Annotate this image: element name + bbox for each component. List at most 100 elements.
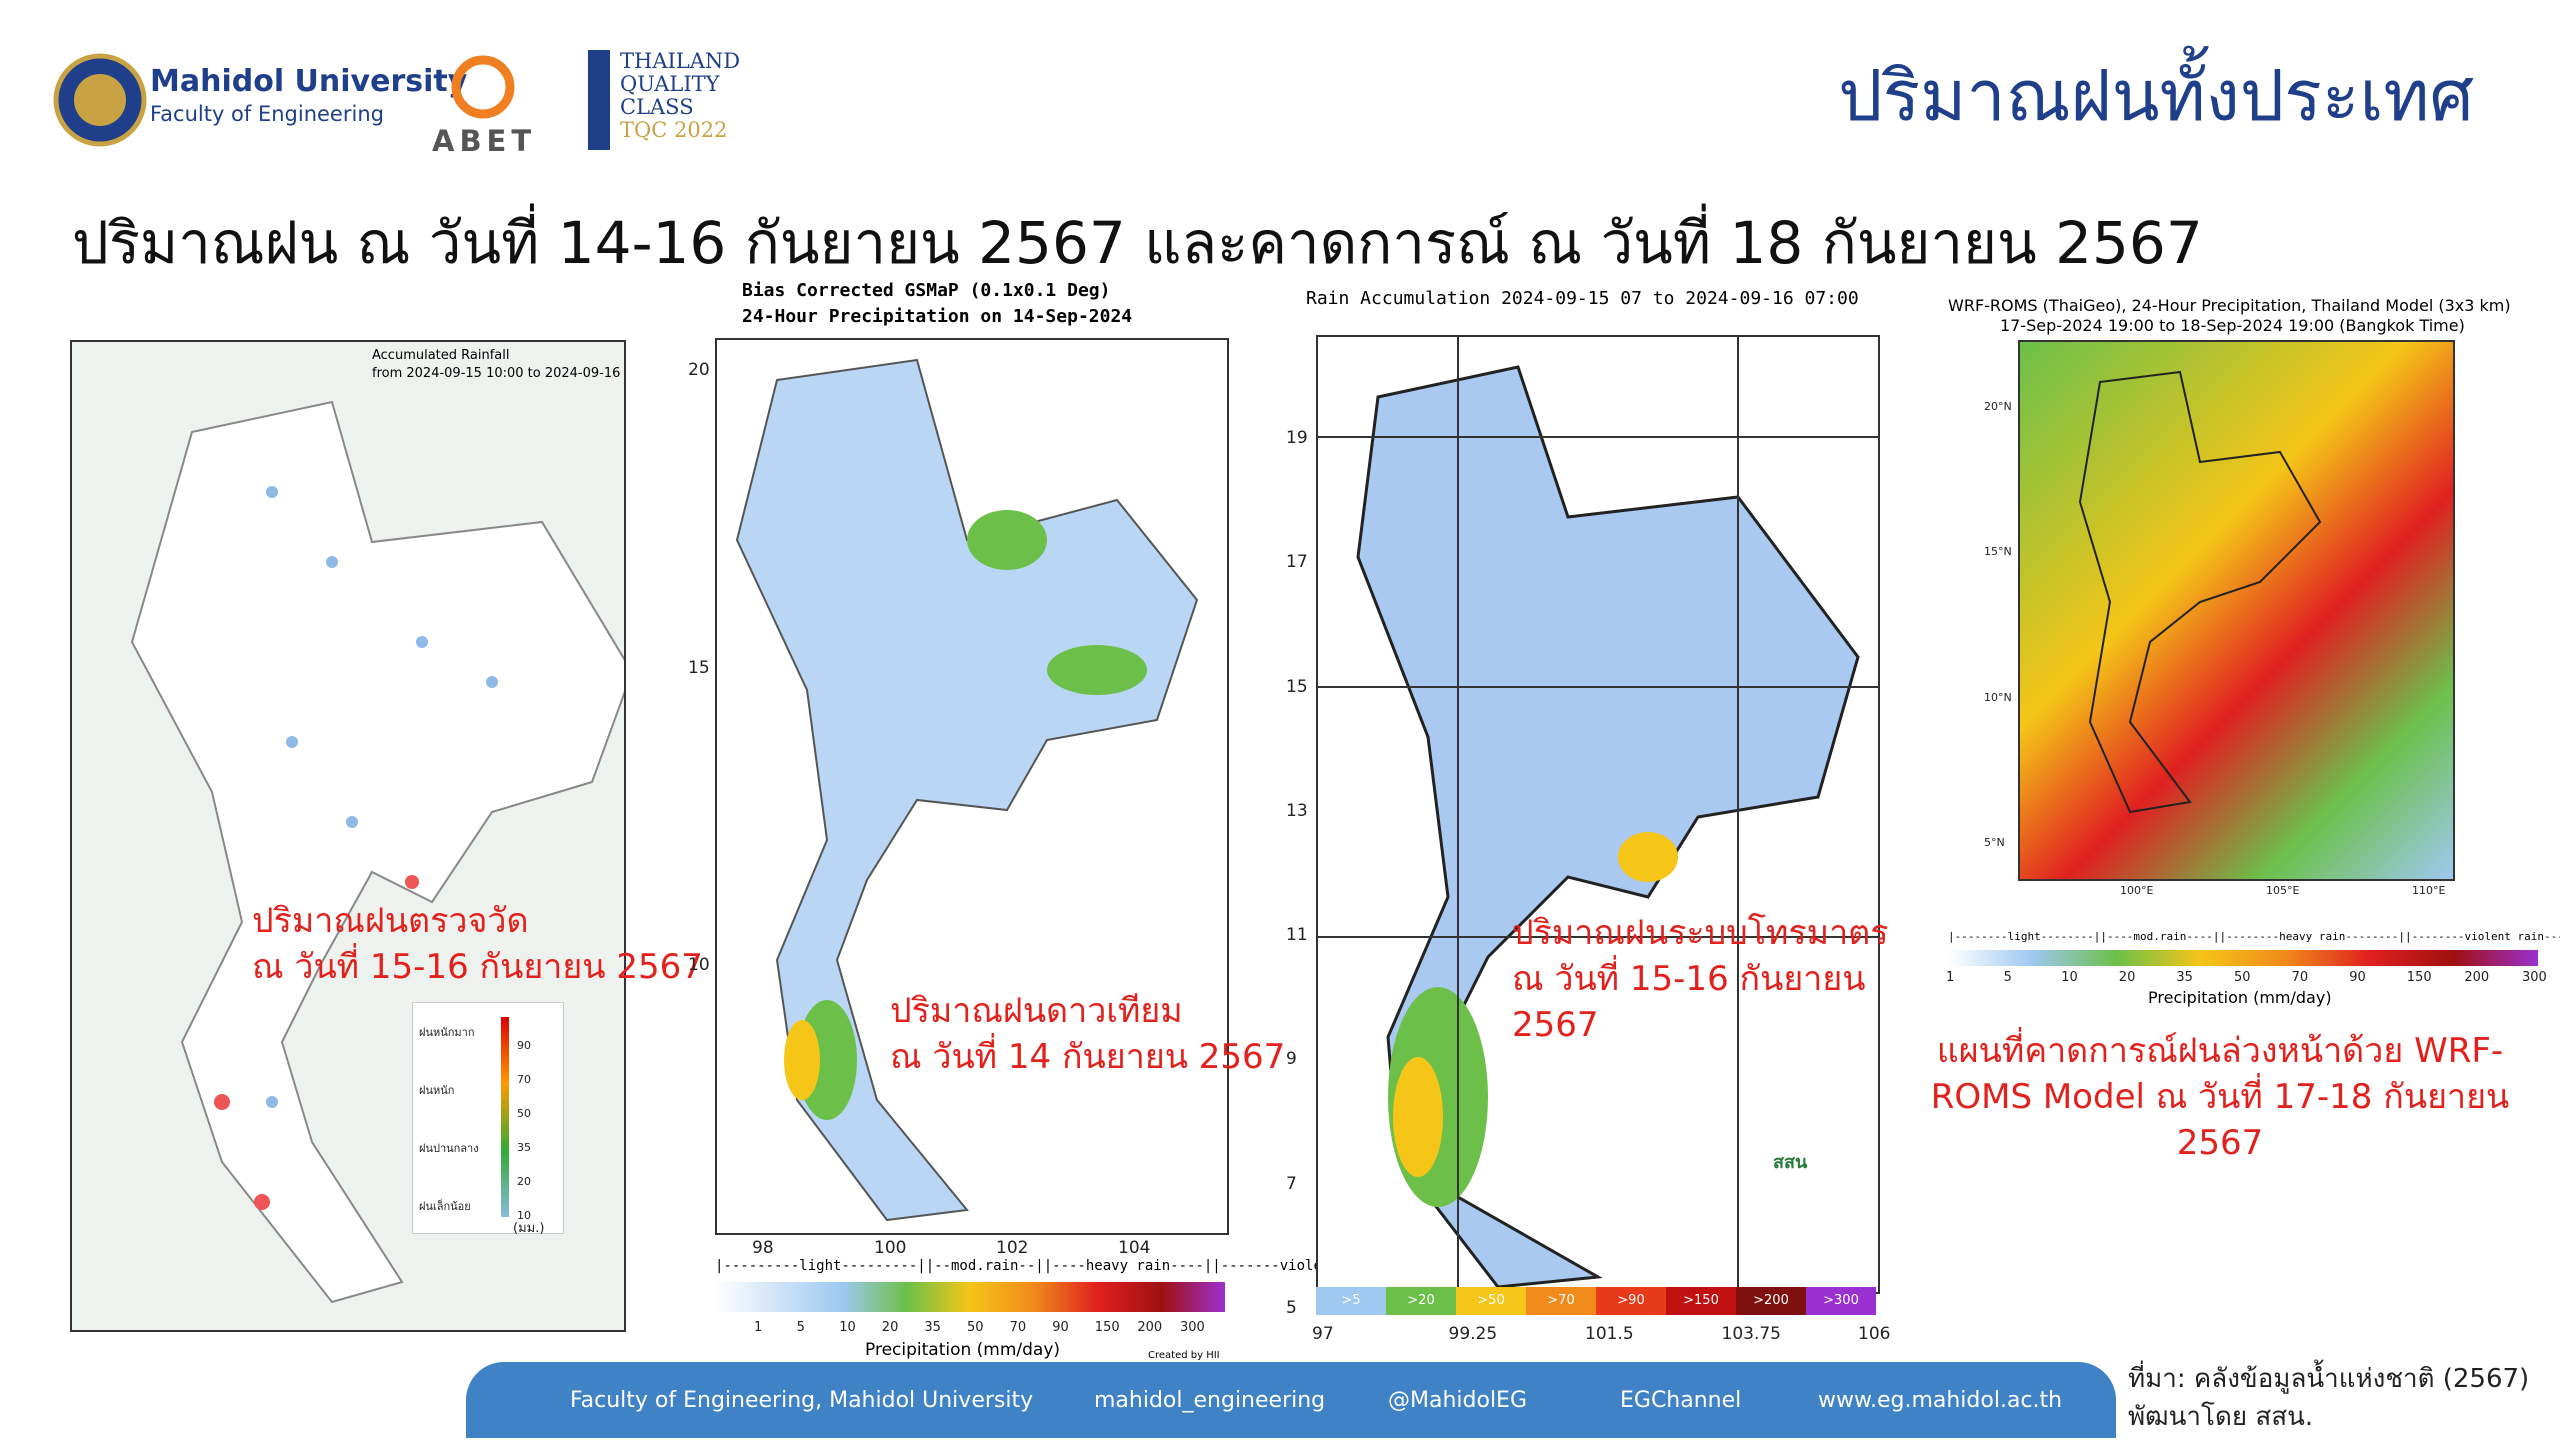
legend-colorbar: [715, 1282, 1225, 1312]
legend-label: ฝนปานกลาง: [419, 1142, 479, 1155]
legend-value: 35: [517, 1141, 531, 1154]
caption-line: 2567: [2176, 1123, 2264, 1163]
x-tick-label: 102: [996, 1238, 1029, 1258]
logo-text: สสน: [1773, 1152, 1808, 1173]
legend-value: 70: [1009, 1320, 1027, 1335]
caption-line: ปริมาณฝนระบบโทรมาตร: [1512, 913, 1889, 953]
university: Mahidol University: [150, 64, 468, 99]
x-tick-label: 100°E: [2120, 884, 2154, 897]
legend-value: 20: [2118, 970, 2136, 985]
map-period: from 2024-09-15 10:00 to 2024-09-16 10:0…: [372, 366, 624, 381]
tqc-year: TQC 2022: [620, 118, 728, 142]
tqc-mark: [588, 50, 610, 150]
legend-value: 5: [2003, 970, 2012, 985]
y-tick-label: 20: [688, 360, 710, 380]
legend-colorbar: [1948, 950, 2538, 966]
legend-value: 90: [2349, 970, 2366, 985]
legend-value: 70: [2291, 970, 2309, 985]
footer-link[interactable]: mahidol_engineering: [1094, 1388, 1326, 1413]
x-tick-label: 100: [874, 1238, 907, 1258]
map-radar: สสน: [1316, 335, 1880, 1294]
x-tick-label: 105°E: [2266, 884, 2300, 897]
legend-value: >150: [1666, 1287, 1736, 1315]
map-title: Accumulated Rainfall: [372, 348, 510, 363]
legend-title: Precipitation (mm/day): [865, 1340, 1061, 1360]
legend-value: 1: [1946, 970, 1955, 985]
footer-link[interactable]: Faculty of Engineering, Mahidol Universi…: [570, 1388, 1034, 1413]
abet-ring: [451, 55, 515, 119]
x-tick-label: 97: [1312, 1324, 1334, 1344]
legend-value: 20: [517, 1175, 531, 1188]
legend-value: 70: [517, 1073, 531, 1086]
map-shape: [1318, 337, 1878, 1292]
legend-value: 1: [754, 1320, 763, 1335]
abet: ABET: [432, 124, 537, 158]
legend-value: >200: [1736, 1287, 1806, 1315]
legend-value: 90: [1052, 1320, 1069, 1335]
legend-value: 200: [2464, 970, 2490, 985]
caption: แผนที่คาดการณ์ฝนล่วงหน้าด้วย WRF- ROMS Mo…: [1920, 1028, 2520, 1166]
caption-line: ปริมาณฝนตรวจวัด: [252, 901, 529, 941]
footer-link[interactable]: @MahidolEG: [1388, 1388, 1528, 1413]
caption-line: ณ วันที่ 15-16 กันยายน 2567: [252, 947, 703, 987]
caption-line: ปริมาณฝนดาวเทียม: [890, 991, 1183, 1031]
map-observed: Accumulated Rainfall from 2024-09-15 10:…: [70, 340, 626, 1332]
y-tick-label: 5°N: [1984, 836, 2005, 849]
map-shape: [2078, 370, 2322, 814]
legend-label: ฝนเล็กน้อย: [419, 1200, 471, 1213]
source-line: ที่มา: คลังข้อมูลน้ำแห่งชาติ (2567): [2128, 1364, 2530, 1394]
x-tick-label: 110°E: [2412, 884, 2446, 897]
caption-line: ณ วันที่ 15-16 กันยายน: [1512, 959, 1866, 999]
y-tick-label: 9: [1286, 1049, 1297, 1070]
x-tick-label: 98: [752, 1238, 774, 1258]
subtitle: ปริมาณฝน ณ วันที่ 14-16 กันยายน 2567 และ…: [72, 209, 2203, 277]
footer-link[interactable]: www.eg.mahidol.ac.th: [1818, 1388, 2063, 1413]
page-title: ปริมาณฝนทั้งประเทศ: [1838, 55, 2474, 137]
legend-title: Precipitation (mm/day): [2148, 988, 2332, 1007]
legend-bands: |--------light--------||----mod.rain----…: [1948, 930, 2560, 943]
footer-link[interactable]: EGChannel: [1620, 1388, 1742, 1413]
map-title: WRF-ROMS (ThaiGeo), 24-Hour Precipitatio…: [1948, 296, 2511, 315]
y-tick-label: 10°N: [1984, 690, 2012, 704]
legend-bands: |---------light---------||--mod.rain--||…: [715, 1258, 1449, 1274]
legend-value: 150: [1094, 1320, 1120, 1335]
legend-value: >300: [1806, 1287, 1876, 1315]
y-tick-label: 19: [1286, 428, 1308, 448]
legend-value: 10: [2061, 970, 2078, 985]
tqc: THAILAND QUALITY CLASS TQC 2022: [620, 50, 740, 142]
caption-line: 2567: [1512, 1005, 1599, 1045]
map-forecast: [2018, 340, 2455, 881]
legend-label: ฝนหนัก: [419, 1084, 455, 1097]
map-period: 24-Hour Precipitation on 14-Sep-2024: [742, 306, 1133, 327]
legend-value: 20: [881, 1320, 899, 1335]
y-tick-label: 20°N: [1984, 400, 2012, 413]
y-tick-label: 11: [1286, 925, 1308, 946]
map-title: Bias Corrected GSMaP (0.1x0.1 Deg): [742, 280, 1111, 301]
y-tick-label: 15: [1286, 676, 1308, 697]
legend-value: >90: [1596, 1287, 1666, 1315]
legend-value: 35: [2176, 970, 2193, 985]
x-tick-label: 103.75: [1721, 1324, 1781, 1344]
legend-value: >70: [1526, 1287, 1596, 1315]
caption-line: แผนที่คาดการณ์ฝนล่วงหน้าด้วย WRF-: [1936, 1031, 2504, 1071]
map-period: 17-Sep-2024 19:00 to 18-Sep-2024 19:00 (…: [2000, 316, 2465, 335]
legend-value: >50: [1456, 1287, 1526, 1315]
x-tick-label: 99.25: [1448, 1324, 1498, 1344]
caption: ปริมาณฝนระบบโทรมาตรณ วันที่ 15-16 กันยาย…: [1512, 910, 1889, 1048]
legend-box: ฝนหนักมาก ฝนหนัก ฝนปานกลาง ฝนเล็กน้อย 90 70 50…: [412, 1002, 564, 1236]
footer-bar: [466, 1362, 2116, 1438]
source-line: พัฒนาโดย สสน.: [2128, 1402, 2314, 1432]
legend-value: 50: [517, 1107, 531, 1120]
legend-value: 10: [517, 1209, 531, 1222]
legend-value: 300: [1180, 1320, 1205, 1335]
legend-value: 200: [1137, 1320, 1163, 1335]
y-tick-label: 7: [1286, 1173, 1297, 1194]
y-tick-label: 10: [688, 955, 710, 975]
faculty: Faculty of Engineering: [150, 102, 384, 126]
tqc-line: THAILAND: [620, 49, 741, 73]
credit: Created by HII: [1148, 1350, 1220, 1361]
legend-value: 90: [517, 1039, 531, 1052]
tqc-line: CLASS: [620, 95, 694, 119]
legend-value: 300: [2522, 970, 2547, 985]
